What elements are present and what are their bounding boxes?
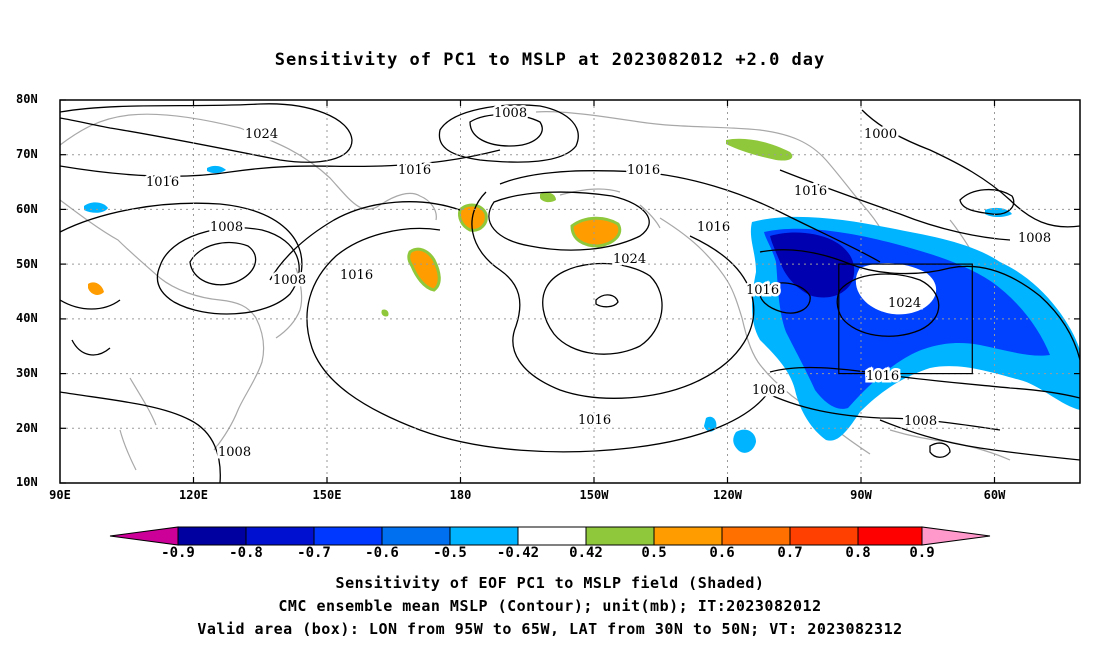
negative-patch <box>84 202 108 213</box>
lon-label: 180 <box>449 488 472 502</box>
contour-label: 1024 <box>245 127 278 142</box>
colorbar-label: -0.6 <box>365 545 399 561</box>
colorbar-label: 0.7 <box>777 545 803 561</box>
contour-label: 1008 <box>904 414 937 429</box>
lat-label: 60N <box>16 202 38 216</box>
lat-label: 80N <box>16 92 38 106</box>
contour-label: 1016 <box>697 220 730 235</box>
contour-label: 1016 <box>146 175 179 190</box>
contour-label: 1016 <box>340 268 373 283</box>
valid-area-box <box>838 263 973 375</box>
positive-patch-orange <box>88 282 104 295</box>
colorbar-segment <box>857 526 923 546</box>
contour-label: 1016 <box>578 413 611 428</box>
lon-label: 90W <box>850 488 872 502</box>
colorbar-segment <box>245 526 315 546</box>
colorbar-segment <box>313 526 383 546</box>
colorbar-label: 0.42 <box>569 545 603 561</box>
lat-label: 10N <box>16 475 38 489</box>
caption-line: Sensitivity of EOF PC1 to MSLP field (Sh… <box>335 574 765 592</box>
negative-patch <box>704 416 717 432</box>
lon-label: 120E <box>179 488 208 502</box>
colorbar-low-arrow <box>109 526 179 546</box>
colorbar <box>109 526 991 546</box>
contour-label: 1008 <box>494 106 527 121</box>
lat-label: 30N <box>16 366 38 380</box>
colorbar-label: 0.8 <box>845 545 871 561</box>
contour-label: 1000 <box>864 127 897 142</box>
gridlines <box>60 100 1080 483</box>
colorbar-label: 0.5 <box>641 545 667 561</box>
contour-label: 1008 <box>752 383 785 398</box>
colorbar-segment <box>177 526 247 546</box>
contour-label: 1016 <box>794 184 827 199</box>
contour-label: 1024 <box>888 296 921 311</box>
caption-line: CMC ensemble mean MSLP (Contour); unit(m… <box>278 597 822 615</box>
negative-patch <box>733 429 756 453</box>
contour-label: 1024 <box>613 252 646 267</box>
colorbar-label: 0.6 <box>709 545 735 561</box>
colorbar-label: 0.9 <box>909 545 935 561</box>
positive-patch-green <box>381 309 389 317</box>
sensitivity-field <box>84 138 1080 453</box>
contour-label: 1016 <box>866 369 899 384</box>
contour-label: 1008 <box>273 273 306 288</box>
map-frame <box>59 99 1081 484</box>
contour-label: 1008 <box>218 445 251 460</box>
colorbar-label: -0.7 <box>297 545 331 561</box>
axis-ticks <box>60 99 1080 484</box>
colorbar-segment <box>585 526 655 546</box>
positive-patch-green <box>540 192 556 203</box>
colorbar-label: -0.5 <box>433 545 467 561</box>
negative-patch <box>985 207 1012 217</box>
colorbar-label: -0.42 <box>496 545 540 561</box>
lat-label: 70N <box>16 147 38 161</box>
contour-label: 1016 <box>398 163 431 178</box>
colorbar-label: -0.9 <box>161 545 195 561</box>
colorbar-segment <box>653 526 723 546</box>
caption-line: Valid area (box): LON from 95W to 65W, L… <box>197 620 903 638</box>
lon-label: 120W <box>713 488 742 502</box>
colorbar-segment <box>721 526 791 546</box>
negative-hole <box>855 263 937 315</box>
contour-label: 1016 <box>746 283 779 298</box>
mslp-contours <box>60 103 1080 483</box>
contour-label: 1008 <box>210 220 243 235</box>
lat-label: 40N <box>16 311 38 325</box>
negative-region-strong <box>770 232 855 298</box>
contour-label: 1016 <box>627 163 660 178</box>
lon-label: 60W <box>983 488 1006 502</box>
positive-region <box>570 216 622 248</box>
colorbar-segment <box>517 526 587 546</box>
colorbar-high-arrow <box>921 526 991 546</box>
lat-label: 50N <box>16 257 38 271</box>
lon-label: 150E <box>312 488 342 502</box>
colorbar-segment <box>449 526 519 546</box>
positive-patch-green <box>726 138 793 161</box>
positive-region <box>407 247 441 292</box>
lon-label: 150W <box>579 488 609 502</box>
contour-labels: 1008 1024 1016 1016 1016 1000 1016 1016 … <box>144 104 1054 463</box>
colorbar-segment <box>789 526 859 546</box>
colorbar-label: -0.8 <box>229 545 263 561</box>
colorbar-segment <box>381 526 451 546</box>
contour-label: 1008 <box>1018 231 1051 246</box>
lat-label: 20N <box>16 421 38 435</box>
negative-patch <box>207 165 226 174</box>
lon-label: 90E <box>49 488 71 502</box>
page-title: Sensitivity of PC1 to MSLP at 2023082012… <box>274 50 826 70</box>
